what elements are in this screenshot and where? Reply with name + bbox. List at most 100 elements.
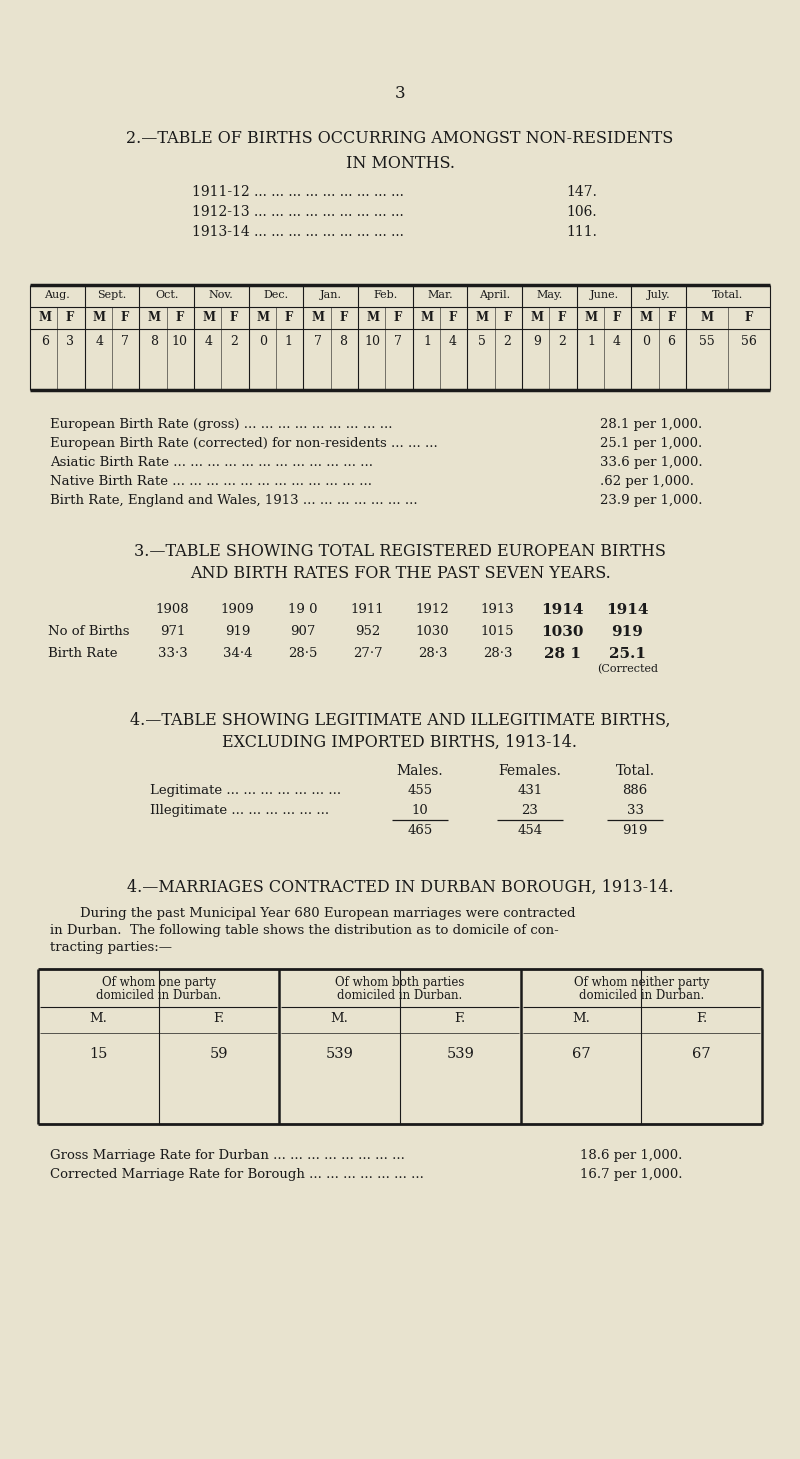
- Text: 16.7 per 1,000.: 16.7 per 1,000.: [580, 1169, 682, 1180]
- Text: 67: 67: [572, 1048, 590, 1061]
- Text: 2.—TABLE OF BIRTHS OCCURRING AMONGST NON-RESIDENTS: 2.—TABLE OF BIRTHS OCCURRING AMONGST NON…: [126, 130, 674, 147]
- Text: 6: 6: [667, 336, 675, 349]
- Text: 33·3: 33·3: [158, 646, 187, 659]
- Text: European Birth Rate (corrected) for non-residents ... ... ...: European Birth Rate (corrected) for non-…: [50, 438, 438, 449]
- Text: May.: May.: [536, 290, 562, 301]
- Text: Nov.: Nov.: [209, 290, 234, 301]
- Text: Dec.: Dec.: [263, 290, 289, 301]
- Text: 919: 919: [622, 824, 648, 837]
- Text: 2: 2: [230, 336, 238, 349]
- Text: F.: F.: [696, 1013, 707, 1026]
- Text: M.: M.: [572, 1013, 590, 1026]
- Text: 25.1: 25.1: [609, 646, 646, 661]
- Text: F: F: [667, 311, 675, 324]
- Text: Females.: Females.: [498, 765, 562, 778]
- Text: 455: 455: [407, 783, 433, 797]
- Text: M.: M.: [90, 1013, 107, 1026]
- Text: Aug.: Aug.: [45, 290, 70, 301]
- Text: F: F: [121, 311, 129, 324]
- Text: No of Births: No of Births: [48, 624, 130, 638]
- Text: F: F: [613, 311, 621, 324]
- Text: M: M: [639, 311, 653, 324]
- Text: 6: 6: [41, 336, 49, 349]
- Text: F: F: [175, 311, 183, 324]
- Text: 1912: 1912: [416, 603, 450, 616]
- Text: EXCLUDING IMPORTED BIRTHS, 1913-14.: EXCLUDING IMPORTED BIRTHS, 1913-14.: [222, 734, 578, 751]
- Text: 1015: 1015: [481, 624, 514, 638]
- Text: 67: 67: [692, 1048, 711, 1061]
- Text: 8: 8: [339, 336, 347, 349]
- Text: 886: 886: [622, 783, 648, 797]
- Text: F: F: [558, 311, 566, 324]
- Text: Sept.: Sept.: [98, 290, 126, 301]
- Text: Of whom both parties: Of whom both parties: [335, 976, 465, 989]
- Text: domiciled in Durban.: domiciled in Durban.: [96, 989, 222, 1002]
- Text: 28 1: 28 1: [544, 646, 581, 661]
- Text: 1908: 1908: [156, 603, 190, 616]
- Text: 431: 431: [518, 783, 542, 797]
- Text: M: M: [147, 311, 161, 324]
- Text: 7: 7: [314, 336, 322, 349]
- Text: Of whom one party: Of whom one party: [102, 976, 216, 989]
- Text: 33.6 per 1,000.: 33.6 per 1,000.: [600, 457, 702, 468]
- Text: 23.9 per 1,000.: 23.9 per 1,000.: [600, 495, 702, 506]
- Text: AND BIRTH RATES FOR THE PAST SEVEN YEARS.: AND BIRTH RATES FOR THE PAST SEVEN YEARS…: [190, 565, 610, 582]
- Text: F: F: [745, 311, 753, 324]
- Text: tracting parties:—: tracting parties:—: [50, 941, 172, 954]
- Text: 539: 539: [446, 1048, 474, 1061]
- Text: M: M: [38, 311, 51, 324]
- Text: F: F: [339, 311, 347, 324]
- Text: 919: 919: [611, 624, 643, 639]
- Text: M: M: [257, 311, 270, 324]
- Text: 0: 0: [642, 336, 650, 349]
- Text: 2: 2: [558, 336, 566, 349]
- Text: Gross Marriage Rate for Durban ... ... ... ... ... ... ... ...: Gross Marriage Rate for Durban ... ... .…: [50, 1150, 405, 1161]
- Text: 10: 10: [365, 336, 381, 349]
- Text: 952: 952: [355, 624, 380, 638]
- Text: F: F: [503, 311, 511, 324]
- Text: 56: 56: [741, 336, 757, 349]
- Text: 3: 3: [66, 336, 74, 349]
- Text: 18.6 per 1,000.: 18.6 per 1,000.: [580, 1150, 682, 1161]
- Text: 106.: 106.: [566, 206, 597, 219]
- Text: domiciled in Durban.: domiciled in Durban.: [578, 989, 704, 1002]
- Text: M: M: [366, 311, 379, 324]
- Text: M: M: [311, 311, 325, 324]
- Text: 1911: 1911: [350, 603, 384, 616]
- Text: 7: 7: [394, 336, 402, 349]
- Text: in Durban.  The following table shows the distribution as to domicile of con-: in Durban. The following table shows the…: [50, 924, 558, 937]
- Text: 1913-14 ... ... ... ... ... ... ... ... ...: 1913-14 ... ... ... ... ... ... ... ... …: [192, 225, 404, 239]
- Text: July.: July.: [647, 290, 670, 301]
- Text: M: M: [585, 311, 598, 324]
- Text: Illegitimate ... ... ... ... ... ...: Illegitimate ... ... ... ... ... ...: [150, 804, 329, 817]
- Text: 1030: 1030: [416, 624, 450, 638]
- Text: 907: 907: [290, 624, 315, 638]
- Text: 27·7: 27·7: [353, 646, 382, 659]
- Text: 454: 454: [518, 824, 542, 837]
- Text: 3.—TABLE SHOWING TOTAL REGISTERED EUROPEAN BIRTHS: 3.—TABLE SHOWING TOTAL REGISTERED EUROPE…: [134, 543, 666, 560]
- Text: June.: June.: [590, 290, 618, 301]
- Text: 1030: 1030: [542, 624, 584, 639]
- Text: 3: 3: [394, 85, 406, 102]
- Text: Total.: Total.: [712, 290, 744, 301]
- Text: M: M: [530, 311, 543, 324]
- Text: 1913: 1913: [481, 603, 514, 616]
- Text: During the past Municipal Year 680 European marriages were contracted: During the past Municipal Year 680 Europ…: [80, 907, 575, 921]
- Text: 25.1 per 1,000.: 25.1 per 1,000.: [600, 438, 702, 449]
- Text: 34·4: 34·4: [222, 646, 252, 659]
- Text: M: M: [475, 311, 489, 324]
- Text: 28·3: 28·3: [418, 646, 447, 659]
- Text: 10: 10: [171, 336, 187, 349]
- Text: Jan.: Jan.: [320, 290, 342, 301]
- Text: 28·3: 28·3: [482, 646, 512, 659]
- Text: 1914: 1914: [606, 603, 649, 617]
- Text: 4: 4: [613, 336, 621, 349]
- Text: 7: 7: [121, 336, 129, 349]
- Text: 4: 4: [205, 336, 213, 349]
- Text: domiciled in Durban.: domiciled in Durban.: [338, 989, 462, 1002]
- Text: 8: 8: [150, 336, 158, 349]
- Text: .62 per 1,000.: .62 per 1,000.: [600, 476, 694, 487]
- Text: 23: 23: [522, 804, 538, 817]
- Text: 1911-12 ... ... ... ... ... ... ... ... ...: 1911-12 ... ... ... ... ... ... ... ... …: [192, 185, 404, 198]
- Text: F: F: [449, 311, 457, 324]
